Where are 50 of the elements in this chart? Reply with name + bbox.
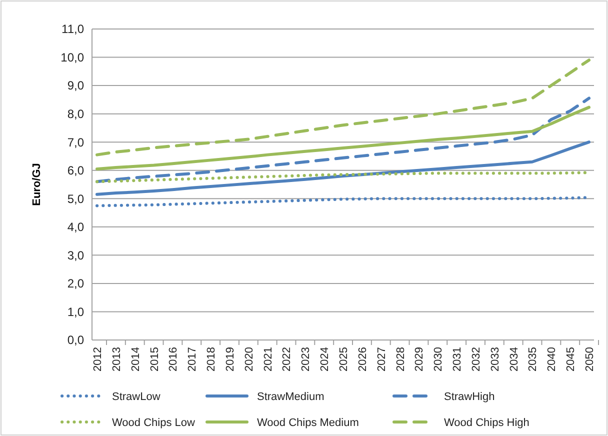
x-tick-label: 2030 — [432, 347, 445, 372]
x-tick-label: 2040 — [546, 347, 558, 372]
y-tick-label: 7,0 — [67, 135, 84, 150]
x-tick-label: 2019 — [224, 347, 236, 372]
x-tick-label: 2022 — [281, 347, 294, 372]
line-series — [96, 106, 590, 170]
x-tick-label: 2023 — [300, 347, 312, 372]
x-tick-label: 2021 — [262, 347, 274, 372]
x-tick-label: 2020 — [243, 347, 256, 372]
y-tick-label: 9,0 — [67, 78, 84, 93]
y-axis-title: Euro/GJ — [31, 163, 43, 206]
x-tick-label: 2050 — [584, 347, 596, 372]
line-series — [96, 140, 590, 196]
x-tick-label: 2025 — [338, 347, 350, 372]
x-tick-label: 2012 — [92, 347, 104, 372]
y-tick-label: 3,0 — [67, 248, 84, 262]
legend-label: Wood Chips High — [444, 416, 530, 429]
x-tick-label: 2026 — [356, 347, 369, 372]
x-tick-label: 2033 — [489, 347, 502, 372]
x-tick-label: 2034 — [508, 347, 520, 372]
legend-label: StrawMedium — [257, 390, 324, 403]
legend-label: StrawHigh — [444, 390, 495, 403]
x-tick-label: 2014 — [130, 347, 142, 372]
legend-label: Wood Chips Medium — [257, 416, 359, 429]
x-tick-label: 2017 — [186, 347, 199, 372]
y-tick-label: 8,0 — [67, 107, 84, 122]
legend-label: StrawLow — [112, 390, 160, 403]
line-series — [96, 96, 590, 184]
x-tick-label: 2027 — [376, 347, 388, 372]
line-series — [96, 58, 590, 156]
y-tick-label: 0,0 — [67, 333, 84, 348]
x-tick-label: 2024 — [319, 347, 332, 372]
x-tick-label: 2028 — [394, 347, 407, 372]
y-tick-label: 2,0 — [67, 276, 84, 291]
legend-label: Wood Chips Low — [112, 416, 196, 429]
x-tick-label: 2015 — [148, 347, 161, 372]
x-tick-label: 2018 — [206, 347, 218, 372]
y-tick-label: 4,0 — [67, 220, 84, 234]
x-tick-label: 2013 — [110, 347, 123, 372]
x-tick-label: 2016 — [168, 347, 180, 372]
y-tick-label: 6,0 — [67, 164, 84, 178]
y-tick-label: 5,0 — [67, 192, 84, 206]
x-tick-label: 2029 — [414, 347, 426, 372]
x-tick-label: 2031 — [452, 347, 464, 372]
x-tick-label: 2032 — [470, 347, 482, 372]
y-tick-label: 1,0 — [67, 304, 84, 319]
y-tick-label: 11,0 — [62, 22, 84, 36]
x-tick-label: 2045 — [565, 347, 578, 372]
y-tick-label: 10,0 — [60, 50, 84, 64]
x-tick-label: 2035 — [527, 347, 540, 372]
